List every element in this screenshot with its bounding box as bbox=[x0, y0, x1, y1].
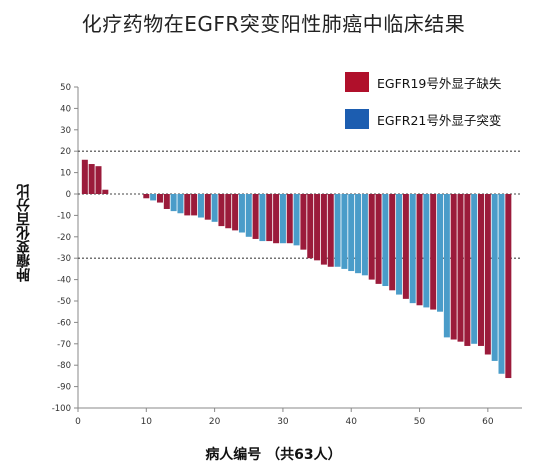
y-tick-label: -50 bbox=[57, 297, 71, 307]
y-tick-label: 0 bbox=[66, 190, 71, 200]
bar-exon21 bbox=[197, 194, 204, 218]
y-tick-label: -40 bbox=[57, 276, 71, 286]
bar-exon19 bbox=[307, 194, 314, 259]
bar-exon19 bbox=[464, 194, 471, 346]
bar-exon19 bbox=[88, 164, 95, 194]
bar-exon19 bbox=[232, 194, 239, 231]
bar-exon19 bbox=[320, 194, 327, 265]
x-tick-label: 10 bbox=[141, 417, 153, 427]
bar-exon19 bbox=[273, 194, 280, 244]
bar-exon19 bbox=[389, 194, 396, 291]
bar-exon19 bbox=[327, 194, 334, 267]
bar-exon19 bbox=[143, 194, 150, 199]
bar-exon21 bbox=[238, 194, 245, 233]
bar-exon19 bbox=[95, 166, 102, 194]
bar-exon21 bbox=[211, 194, 218, 222]
bar-exon21 bbox=[443, 194, 450, 338]
bar-exon19 bbox=[430, 194, 437, 310]
y-tick-label: -90 bbox=[57, 383, 71, 393]
y-tick-label: -10 bbox=[57, 211, 71, 221]
bar-exon21 bbox=[355, 194, 362, 274]
bar-exon19 bbox=[416, 194, 423, 306]
bar-exon21 bbox=[150, 194, 157, 201]
bar-exon21 bbox=[498, 194, 505, 374]
x-tick-label: 40 bbox=[346, 417, 358, 427]
bar-exon19 bbox=[102, 189, 109, 194]
legend-label-exon21: EGFR21号外显子突变 bbox=[377, 112, 502, 128]
y-tick-label: -30 bbox=[57, 254, 71, 264]
bar-exon19 bbox=[184, 194, 191, 216]
bar-exon21 bbox=[177, 194, 184, 214]
bar-exon21 bbox=[259, 194, 266, 242]
x-tick-label: 50 bbox=[414, 417, 426, 427]
bar-exon21 bbox=[341, 194, 348, 269]
bar-exon19 bbox=[252, 194, 259, 239]
legend-label-exon19: EGFR19号外显子缺失 bbox=[377, 75, 502, 91]
bar-exon21 bbox=[279, 194, 286, 244]
legend: EGFR19号外显子缺失 EGFR21号外显子突变 bbox=[345, 68, 501, 142]
bar-exon19 bbox=[314, 194, 321, 261]
bar-exon21 bbox=[382, 194, 389, 287]
bar-exon21 bbox=[293, 194, 300, 246]
chart-title: 化疗药物在EGFR突变阳性肺癌中临床结果 bbox=[81, 12, 466, 36]
bar-exon21 bbox=[348, 194, 355, 272]
bar-exon19 bbox=[156, 194, 163, 203]
bar-exon19 bbox=[81, 159, 88, 194]
bar-exon19 bbox=[505, 194, 512, 379]
bar-exon21 bbox=[471, 194, 478, 344]
bar-exon21 bbox=[361, 194, 368, 276]
bar-exon19 bbox=[375, 194, 382, 284]
bar-exon19 bbox=[478, 194, 485, 346]
bar-exon19 bbox=[218, 194, 225, 227]
bar-exon19 bbox=[300, 194, 307, 250]
y-tick-label: 20 bbox=[60, 147, 71, 157]
y-tick-label: -60 bbox=[57, 318, 71, 328]
x-tick-label: 20 bbox=[209, 417, 221, 427]
bar-exon21 bbox=[170, 194, 177, 212]
x-tick-label: 60 bbox=[482, 417, 494, 427]
bar-exon21 bbox=[396, 194, 403, 295]
y-tick-label: 40 bbox=[60, 104, 71, 114]
x-axis-label: 病人编号 （共63人） bbox=[205, 447, 342, 463]
bar-exon19 bbox=[286, 194, 293, 244]
y-tick-label: -20 bbox=[57, 233, 71, 243]
y-axis-label: 肿瘤变化百分比 bbox=[16, 184, 32, 282]
bar-exon19 bbox=[191, 194, 198, 216]
bar-exon21 bbox=[491, 194, 498, 361]
x-tick-label: 0 bbox=[75, 417, 81, 427]
bar-exon21 bbox=[409, 194, 416, 304]
bar-exon19 bbox=[450, 194, 457, 340]
bar-exon21 bbox=[437, 194, 444, 312]
bar-exon19 bbox=[204, 194, 211, 220]
bar-exon19 bbox=[368, 194, 375, 280]
y-tick-label: 50 bbox=[60, 83, 71, 93]
bar-exon19 bbox=[266, 194, 273, 242]
bar-exon19 bbox=[457, 194, 464, 342]
y-tick-label: 10 bbox=[60, 169, 71, 179]
bar-exon19 bbox=[225, 194, 232, 229]
bar-exon19 bbox=[163, 194, 170, 209]
bar-exon21 bbox=[334, 194, 341, 267]
y-tick-label: -100 bbox=[52, 404, 71, 414]
bar-exon21 bbox=[245, 194, 252, 237]
y-tick-label: 30 bbox=[60, 126, 71, 136]
bar-exon19 bbox=[402, 194, 409, 299]
y-tick-label: -80 bbox=[57, 361, 71, 371]
legend-swatch-exon21 bbox=[345, 109, 369, 129]
x-tick-label: 30 bbox=[277, 417, 289, 427]
legend-item-exon19: EGFR19号外显子缺失 bbox=[345, 68, 501, 96]
y-tick-label: -70 bbox=[57, 340, 71, 350]
legend-swatch-exon19 bbox=[345, 72, 369, 92]
legend-item-exon21: EGFR21号外显子突变 bbox=[345, 105, 501, 133]
bar-exon21 bbox=[423, 194, 430, 308]
bar-exon19 bbox=[484, 194, 491, 355]
